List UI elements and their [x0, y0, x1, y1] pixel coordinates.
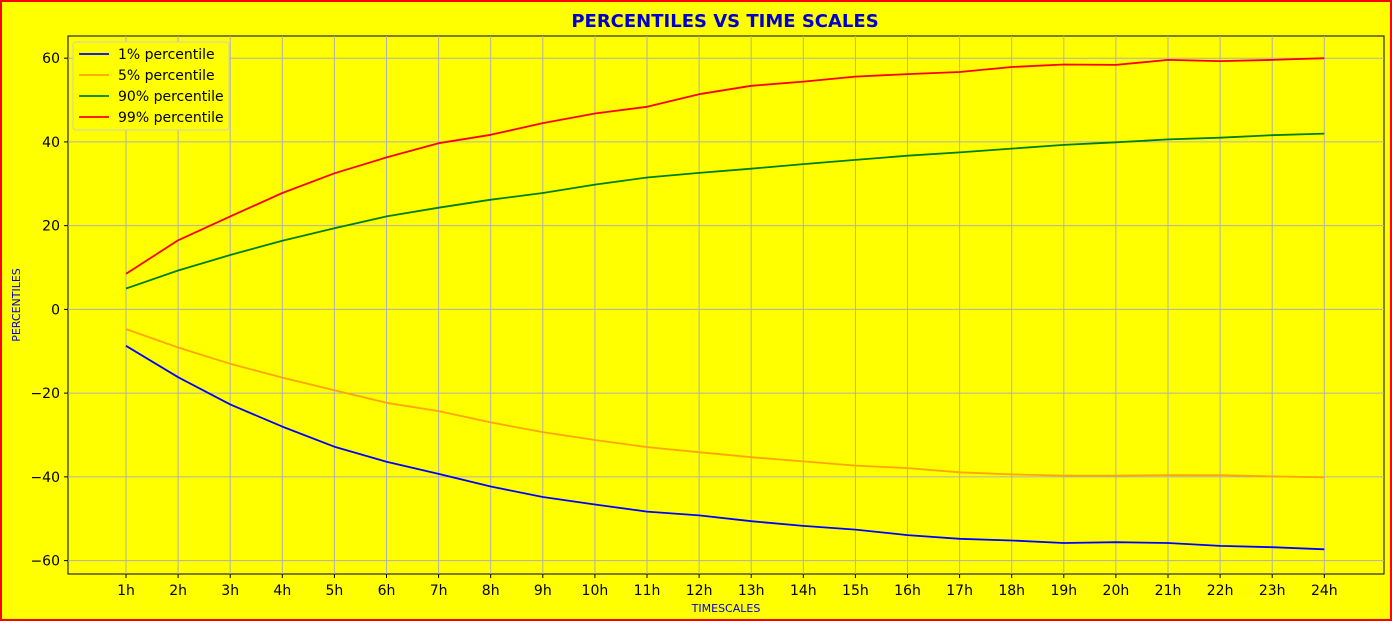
- x-tick-label: 3h: [221, 583, 239, 599]
- y-tick-label: −20: [30, 386, 60, 402]
- x-tick-label: 18h: [998, 583, 1025, 599]
- x-tick-label: 24h: [1311, 583, 1338, 599]
- axis-ticks: 1h 2h 3h 4h 5h 6h 7h 8h 9h 10h 11h 12h 13h 14h 15h 16h 1…: [30, 51, 1337, 599]
- series-line-4: [125, 57, 1325, 275]
- x-tick-label: 14h: [790, 583, 817, 599]
- x-tick-label: 8h: [482, 583, 500, 599]
- x-tick-label: 12h: [686, 583, 713, 599]
- x-tick-label: 6h: [378, 583, 396, 599]
- x-tick-label: 21h: [1155, 583, 1182, 599]
- x-tick-label: 20h: [1103, 583, 1130, 599]
- x-tick-label: 4h: [273, 583, 291, 599]
- legend: 1% percentile 5% percentile 90% percentile…: [72, 41, 230, 131]
- x-tick-label: 5h: [326, 583, 344, 599]
- y-tick-label: 20: [42, 219, 60, 235]
- x-tick-label: 11h: [634, 583, 661, 599]
- x-tick-label: 23h: [1259, 583, 1286, 599]
- grid: [68, 36, 1384, 574]
- legend-label: 5% percentile: [118, 68, 215, 84]
- series-line-3: [125, 132, 1325, 290]
- legend-label: 90% percentile: [118, 89, 224, 105]
- x-tick-label: 1h: [117, 583, 135, 599]
- y-tick-label: −40: [30, 470, 60, 486]
- series-line-1: [125, 345, 1325, 551]
- x-tick-label: 9h: [534, 583, 552, 599]
- x-tick-label: 19h: [1050, 583, 1077, 599]
- y-tick-label: 40: [42, 135, 60, 151]
- chart-title: PERCENTILES VS TIME SCALES: [571, 11, 878, 32]
- plot-area: [67, 35, 1385, 575]
- x-tick-label: 17h: [946, 583, 973, 599]
- legend-box: [72, 41, 230, 131]
- x-tick-label: 15h: [842, 583, 869, 599]
- legend-label: 1% percentile: [118, 47, 215, 63]
- y-tick-label: −60: [30, 554, 60, 570]
- legend-label: 99% percentile: [118, 110, 224, 126]
- y-axis-label: PERCENTILES: [10, 268, 23, 342]
- x-tick-label: 22h: [1207, 583, 1234, 599]
- x-tick-label: 7h: [430, 583, 448, 599]
- y-tick-label: 0: [51, 302, 60, 318]
- x-tick-label: 13h: [738, 583, 765, 599]
- y-tick-label: 60: [42, 51, 60, 67]
- series-line-2: [125, 328, 1325, 479]
- x-tick-label: 16h: [894, 583, 921, 599]
- x-tick-label: 2h: [169, 583, 187, 599]
- series-lines: [125, 57, 1325, 551]
- x-axis-label: TIMESCALES: [691, 602, 761, 615]
- x-tick-label: 10h: [582, 583, 609, 599]
